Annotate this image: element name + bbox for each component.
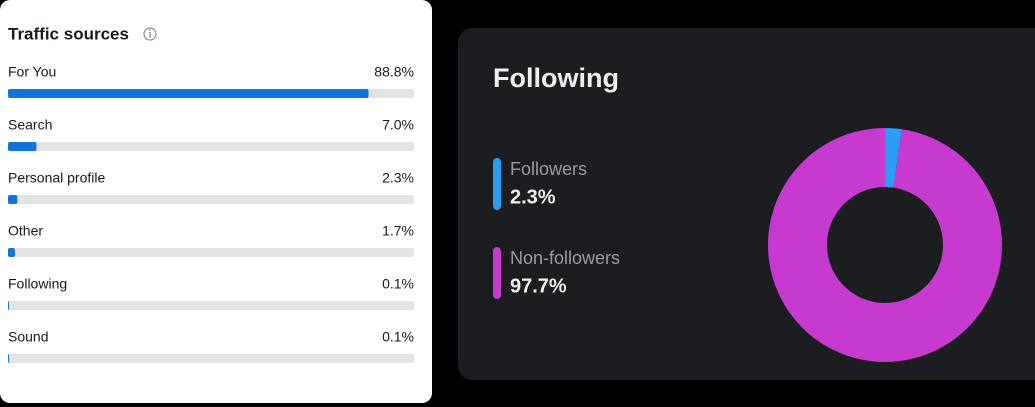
- bar-track: [8, 301, 414, 310]
- bar: [8, 89, 369, 98]
- donut-slice: [885, 128, 902, 188]
- value-label: 0.1%: [382, 329, 414, 345]
- chart-title: Traffic sources: [8, 24, 129, 43]
- legend-label: Non-followers: [510, 248, 620, 268]
- bar-track: [8, 142, 414, 151]
- value-label: 0.1%: [382, 276, 414, 292]
- legend-value: 2.3%: [510, 186, 556, 208]
- value-label: 2.3%: [382, 170, 414, 186]
- right-panel: [458, 28, 1035, 380]
- category-label: Search: [8, 117, 52, 133]
- bar: [8, 142, 37, 151]
- bar: [8, 248, 15, 257]
- info-icon: [143, 27, 157, 41]
- legend-swatch: [493, 158, 501, 210]
- category-label: Personal profile: [8, 170, 105, 186]
- bar: [8, 354, 9, 363]
- category-label: Sound: [8, 329, 48, 345]
- value-label: 1.7%: [382, 223, 414, 239]
- bar: [8, 301, 9, 310]
- value-label: 88.8%: [374, 64, 414, 80]
- bar-track: [8, 248, 414, 257]
- value-label: 7.0%: [382, 117, 414, 133]
- legend-swatch: [493, 247, 501, 299]
- donut-slice: [768, 128, 1002, 362]
- category-label: Following: [8, 276, 67, 292]
- legend-label: Followers: [510, 159, 587, 179]
- bar-track: [8, 195, 414, 204]
- legend-value: 97.7%: [510, 275, 567, 297]
- category-label: Other: [8, 223, 43, 239]
- chart-title: Following: [493, 63, 619, 93]
- category-label: For You: [8, 64, 56, 80]
- bar: [8, 195, 18, 204]
- bar-track: [8, 354, 414, 363]
